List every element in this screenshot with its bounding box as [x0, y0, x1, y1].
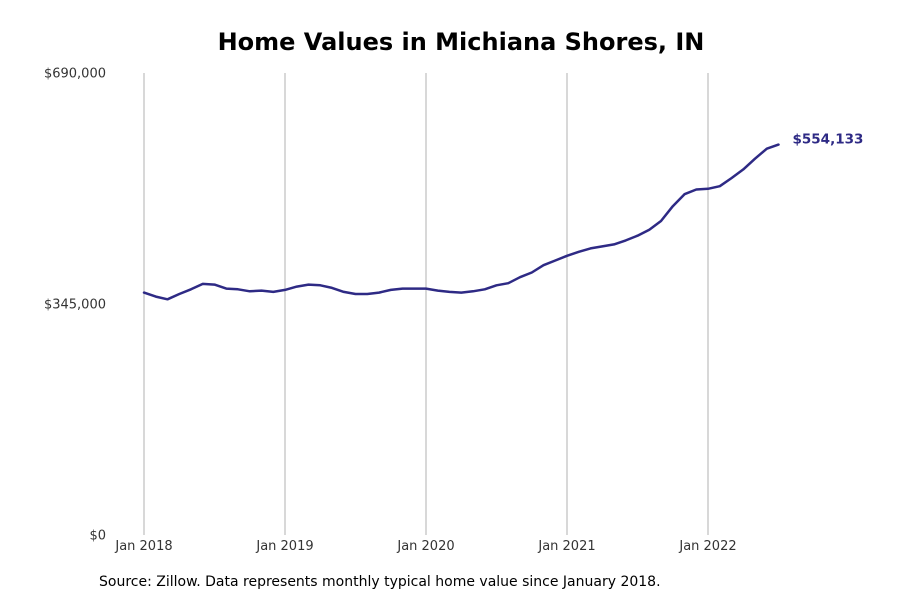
source-note: Source: Zillow. Data represents monthly …: [99, 574, 661, 590]
vertical-gridlines: [143, 73, 709, 535]
y-tick-label: $690,000: [44, 67, 106, 82]
home-value-line: [142, 143, 780, 301]
x-axis-tick-labels: Jan 2018 Jan 2019 Jan 2020 Jan 2021 Jan 2022: [114, 539, 736, 554]
x-tick-label: Jan 2021: [537, 539, 595, 554]
y-axis-tick-labels: $0 $345,000 $690,000: [44, 67, 106, 544]
end-value-label: $554,133: [793, 132, 864, 148]
y-tick-label: $0: [89, 529, 106, 544]
y-tick-label: $345,000: [44, 298, 106, 313]
chart-title: Home Values in Michiana Shores, IN: [217, 28, 705, 56]
x-tick-label: Jan 2019: [255, 539, 313, 554]
x-tick-label: Jan 2022: [678, 539, 736, 554]
x-tick-label: Jan 2018: [114, 539, 172, 554]
x-tick-label: Jan 2020: [396, 539, 454, 554]
